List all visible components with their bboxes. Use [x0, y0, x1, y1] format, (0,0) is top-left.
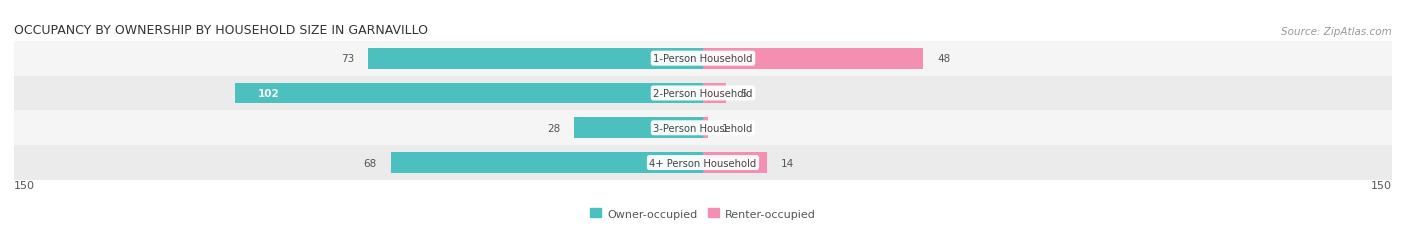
Text: 73: 73 — [340, 54, 354, 64]
Bar — [368, 49, 703, 69]
Bar — [703, 152, 768, 173]
Text: 2-Person Household: 2-Person Household — [654, 88, 752, 99]
Bar — [235, 83, 703, 104]
Text: 68: 68 — [364, 158, 377, 168]
Bar — [703, 118, 707, 139]
Bar — [14, 76, 1392, 111]
Text: 150: 150 — [1371, 180, 1392, 190]
Bar — [391, 152, 703, 173]
Legend: Owner-occupied, Renter-occupied: Owner-occupied, Renter-occupied — [586, 204, 820, 223]
Text: 28: 28 — [547, 123, 561, 133]
Bar — [14, 42, 1392, 76]
Bar — [14, 111, 1392, 146]
Bar — [14, 146, 1392, 180]
Bar — [575, 118, 703, 139]
Text: 3-Person Household: 3-Person Household — [654, 123, 752, 133]
Text: 1: 1 — [721, 123, 728, 133]
Bar — [703, 49, 924, 69]
Text: Source: ZipAtlas.com: Source: ZipAtlas.com — [1281, 26, 1392, 36]
Text: 14: 14 — [782, 158, 794, 168]
Bar — [703, 83, 725, 104]
Text: 1-Person Household: 1-Person Household — [654, 54, 752, 64]
Text: 150: 150 — [14, 180, 35, 190]
Text: 102: 102 — [257, 88, 280, 99]
Text: 48: 48 — [938, 54, 950, 64]
Text: 4+ Person Household: 4+ Person Household — [650, 158, 756, 168]
Text: OCCUPANCY BY OWNERSHIP BY HOUSEHOLD SIZE IN GARNAVILLO: OCCUPANCY BY OWNERSHIP BY HOUSEHOLD SIZE… — [14, 23, 427, 36]
Text: 5: 5 — [740, 88, 747, 99]
